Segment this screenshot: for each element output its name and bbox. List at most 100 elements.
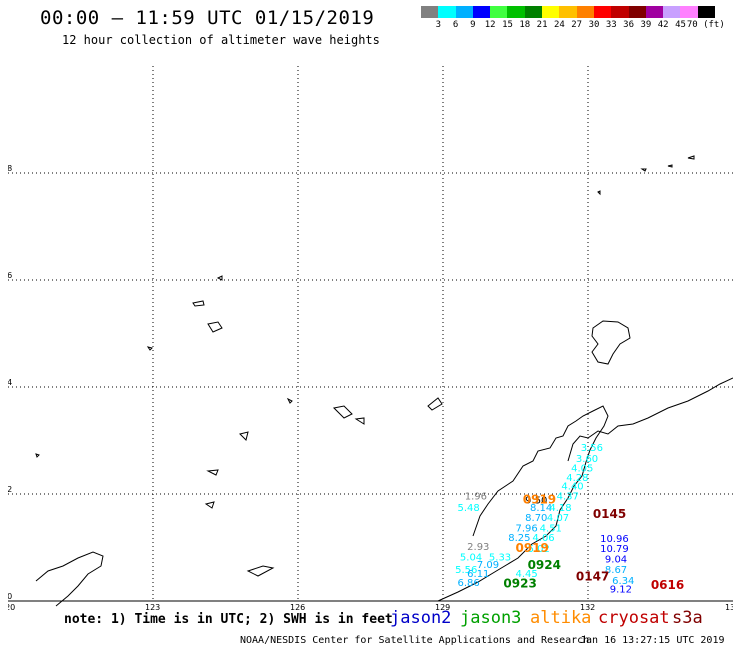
pass-time-label: 0145	[593, 507, 626, 521]
satellite-legend-s3a: s3a	[672, 608, 703, 628]
lon-tick-label: 129	[435, 603, 450, 611]
wave-height-value: 4.37	[557, 491, 579, 502]
color-scale-label: 27	[571, 20, 583, 30]
color-swatch	[455, 6, 473, 18]
wave-height-value: 6.11	[467, 569, 489, 580]
wave-height-map: 504846444240120123126129132135 3.563.604…	[8, 66, 733, 611]
color-scale-label: 42	[657, 20, 669, 30]
wave-height-value: 4.06	[532, 533, 554, 544]
wave-height-value: 3.56	[581, 443, 603, 454]
color-scale-label: 45	[675, 20, 686, 30]
color-scale-label: 21	[536, 20, 548, 30]
satellite-legend-cryosat: cryosat	[598, 608, 670, 628]
wave-height-value: 5.33	[489, 552, 511, 563]
color-scale-label: 6	[452, 20, 459, 30]
wave-height-value: 8.14	[530, 503, 552, 514]
wave-height-value: 5.56	[455, 565, 477, 576]
pass-time-label: 0919	[523, 493, 556, 507]
pass-time-label: 0919	[516, 541, 549, 555]
wave-height-value: 9.04	[605, 554, 627, 565]
wave-height-value: 5.04	[460, 552, 482, 563]
satellite-legend-altika: altika	[530, 608, 592, 628]
color-swatch	[438, 6, 456, 18]
color-swatch	[697, 6, 716, 18]
lon-tick-label: 132	[580, 603, 595, 611]
lon-tick-label: 126	[290, 603, 305, 611]
wave-height-value: 8.25	[508, 533, 530, 544]
color-scale-label: 70 (ft)	[686, 20, 725, 30]
lat-tick-label: 46	[8, 271, 12, 280]
wave-height-value: 7.09	[477, 560, 499, 571]
pass-time-label: 0923	[503, 577, 536, 591]
lat-tick-label: 48	[8, 164, 12, 173]
lat-tick-label: 42	[8, 485, 12, 494]
color-swatch	[490, 6, 508, 18]
generation-timestamp: Jan 16 13:27:15 UTC 2019	[580, 635, 725, 646]
wave-height-value: 9.50	[525, 496, 547, 507]
color-swatch	[559, 6, 577, 18]
color-swatch	[593, 6, 612, 18]
color-swatch	[663, 6, 681, 18]
color-scale-label: 18	[519, 20, 531, 30]
wave-height-value: 4.07	[547, 513, 569, 524]
korea-coastline	[437, 405, 609, 602]
color-swatch	[421, 6, 439, 18]
satellite-legend-jason2: jason2	[390, 608, 452, 628]
wave-height-value: 7.96	[516, 523, 538, 534]
lat-tick-label: 40	[8, 592, 12, 601]
lon-tick-label: 135	[725, 603, 733, 611]
wave-height-value: 2.93	[467, 542, 489, 553]
wave-height-value: 4.05	[571, 464, 593, 475]
wave-height-value: 8.67	[605, 565, 627, 576]
wave-height-value: 4.18	[549, 503, 571, 514]
color-scale-label: 9	[470, 20, 476, 30]
wave-height-values: 3.563.604.054.284.404.37 1.96 9.50 5.48 8.14…	[455, 443, 634, 595]
page-title: 00:00 – 11:59 UTC 01/15/2019	[40, 7, 375, 29]
wave-height-value: 4.40	[561, 482, 583, 493]
bottom-left-coastline	[35, 551, 104, 607]
credit-text: NOAA/NESDIS Center for Satellite Applica…	[240, 635, 590, 646]
wave-height-value: 4.51	[540, 523, 562, 534]
color-swatch	[524, 6, 543, 18]
color-swatch	[542, 6, 560, 18]
pass-time-label: 0924	[528, 558, 561, 572]
color-scale-label: 36	[623, 20, 635, 30]
wave-height-value: 6.86	[458, 578, 480, 589]
color-scale-labels: 3 6 9 12 15 18 21 24 27 30 33 36 39 42 45 70 (ft)	[421, 20, 740, 34]
wave-height-value: 8.70	[525, 513, 547, 524]
color-swatch	[611, 6, 629, 18]
color-scale-label: 33	[605, 20, 617, 30]
pass-time-label: 0616	[651, 578, 684, 592]
wave-height-value: 4.28	[566, 473, 588, 484]
wave-height-value: 4.45	[516, 569, 538, 580]
pass-time-label: 0147	[576, 570, 609, 584]
lake-outline	[591, 320, 631, 365]
satellite-legend-jason3: jason3	[460, 608, 522, 628]
color-swatch	[645, 6, 664, 18]
page-subtitle: 12 hour collection of altimeter wave hei…	[62, 33, 380, 47]
wave-height-value: 6.34	[612, 576, 634, 587]
color-scale-label: 24	[553, 20, 565, 30]
color-swatch	[576, 6, 594, 18]
color-scale-label: 3	[435, 20, 442, 30]
color-swatch	[628, 6, 646, 18]
primorye-coastline	[567, 377, 733, 462]
color-scale-label: 39	[640, 20, 652, 30]
footnote: note: 1) Time is in UTC; 2) SWH is in fe…	[64, 612, 393, 627]
wave-height-value: 5.02	[528, 544, 550, 555]
lon-tick-label: 120	[8, 603, 15, 611]
wave-height-value: 3.60	[576, 454, 598, 465]
color-scale-label: 12	[484, 20, 496, 30]
wave-height-value: 9.12	[610, 584, 632, 595]
coastline	[35, 155, 733, 607]
color-scale-label: 15	[502, 20, 513, 30]
wave-height-value: 5.48	[458, 503, 480, 514]
color-swatch	[680, 6, 698, 18]
color-swatch	[472, 6, 491, 18]
wave-height-value: 10.96	[600, 534, 629, 545]
lat-tick-label: 44	[8, 378, 12, 387]
wave-height-value: 10.79	[600, 544, 629, 555]
wave-height-value: 1.96	[465, 491, 487, 502]
color-scale-bar	[421, 6, 716, 18]
lat-lon-grid: 504846444240120123126129132135	[8, 66, 733, 611]
